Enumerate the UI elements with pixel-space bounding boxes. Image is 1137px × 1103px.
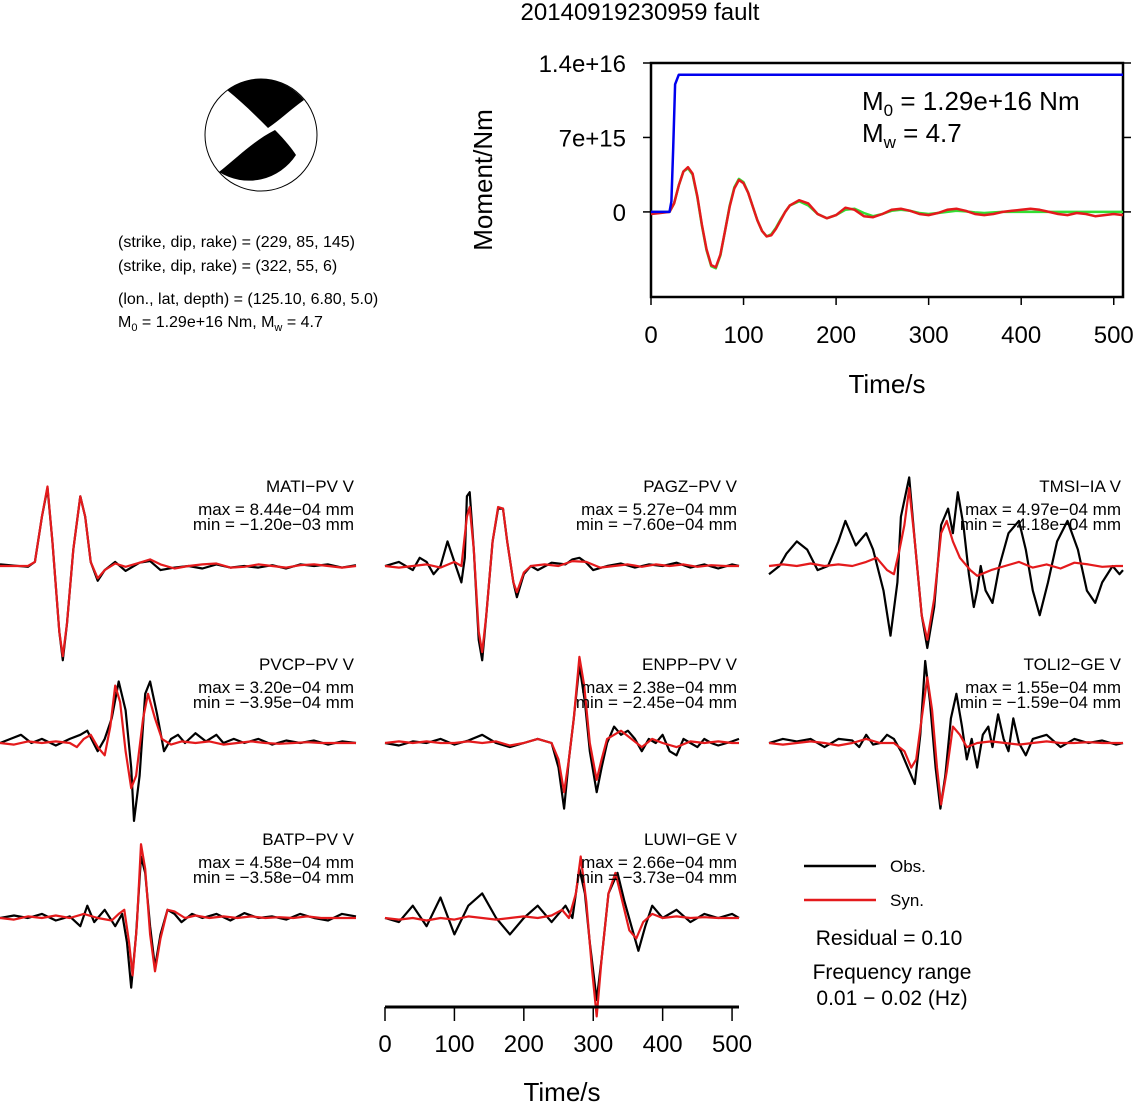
station-min: min = −1.20e−03 mm (193, 515, 354, 534)
waveform-x-tick-label: 200 (504, 1031, 544, 1058)
station-max: max = 2.38e−04 mm (581, 678, 737, 697)
waveform-time-axis: 0 100 200 300 400 500 (378, 1005, 752, 1058)
moment-m0-annotation: M0 = 1.29e+16 Nm (862, 86, 1080, 120)
figure-title: 20140919230959 fault (521, 0, 760, 26)
station-name: PAGZ−PV V (643, 477, 737, 496)
legend-syn-label: Syn. (890, 891, 924, 910)
moment-y-tick-label: 0 (613, 200, 626, 227)
residual-text: Residual = 0.10 (816, 927, 963, 950)
moment-x-tick-label: 0 (644, 322, 657, 349)
station-max: max = 2.66e−04 mm (581, 853, 737, 872)
waveform-observed-line (384, 867, 740, 1002)
station-min: min = −1.59e−04 mm (960, 693, 1121, 712)
waveform-synthetic-line (768, 487, 1123, 641)
waveform-x-tick-label: 300 (573, 1031, 613, 1058)
frequency-range-title: Frequency range (813, 961, 972, 984)
station-min: min = −3.73e−04 mm (576, 868, 737, 887)
moment-axes: 0 100 200 300 400 500 0 7e+15 1.4e+16 (539, 51, 1134, 349)
hypocenter: (lon., lat, depth) = (125.10, 6.80, 5.0) (118, 291, 378, 308)
station-min: min = −2.45e−04 mm (576, 693, 737, 712)
beachball-compression-north (227, 79, 304, 128)
nodal-plane-1: (strike, dip, rake) = (229, 85, 145) (118, 234, 355, 251)
beachball (204, 78, 318, 192)
station-min: min = −3.95e−04 mm (193, 693, 354, 712)
legend: Obs. Syn. Residual = 0.10 Frequency rang… (804, 857, 971, 1010)
moment-x-tick-label: 200 (816, 322, 856, 349)
waveform-observed-line (384, 663, 740, 810)
station-name: BATP−PV V (262, 830, 354, 849)
waveform-synthetic-line (0, 684, 356, 790)
moment-x-tick-label: 300 (909, 322, 949, 349)
station-name: ENPP−PV V (642, 655, 738, 674)
waveform-synthetic-line (384, 505, 739, 654)
moment-plot-frame (649, 61, 1125, 299)
waveform-synthetic-line (768, 676, 1123, 806)
mechanism-text: (strike, dip, rake) = (229, 85, 145) (st… (118, 234, 378, 334)
moment-x-axis-label: Time/s (848, 369, 925, 399)
waveform-x-axis-label: Time/s (523, 1077, 600, 1103)
moment-x-tick-label: 500 (1094, 322, 1134, 349)
station-max: max = 8.44e−04 mm (198, 500, 354, 519)
station-name: MATI−PV V (266, 477, 355, 496)
moment-x-tick-label: 100 (724, 322, 764, 349)
moment-y-axis-label: Moment/Nm (468, 109, 498, 251)
moment-y-tick-label: 1.4e+16 (539, 51, 626, 78)
station-min: min = −7.60e−04 mm (576, 515, 737, 534)
station-min: min = −3.58e−04 mm (193, 868, 354, 887)
waveform-x-tick-label: 100 (434, 1031, 474, 1058)
waveform-x-tick-label: 500 (712, 1031, 752, 1058)
waveform-synthetic-line (0, 485, 357, 658)
waveform-x-tick-label: 0 (378, 1031, 391, 1058)
waveform-synthetic-line (384, 655, 739, 794)
station-max: max = 4.97e−04 mm (965, 500, 1121, 519)
station-name: PVCP−PV V (259, 655, 355, 674)
moment-x-tick-label: 400 (1001, 322, 1041, 349)
station-name: LUWI−GE V (644, 830, 738, 849)
waveform-x-tick-label: 400 (643, 1031, 683, 1058)
station-max: max = 3.20e−04 mm (198, 678, 354, 697)
nodal-plane-2: (strike, dip, rake) = (322, 55, 6) (118, 258, 337, 275)
legend-obs-label: Obs. (890, 857, 926, 876)
waveform-synthetic-line (0, 843, 356, 977)
waveform-observed-line (768, 476, 1124, 650)
station-max: max = 5.27e−04 mm (581, 500, 737, 519)
station-max: max = 4.58e−04 mm (198, 853, 354, 872)
moment-series-observed-rate (650, 165, 1124, 269)
waveform-synthetic-line (384, 855, 739, 1018)
station-name: TOLI2−GE V (1024, 655, 1122, 674)
frequency-range-value: 0.01 − 0.02 (Hz) (816, 987, 967, 1010)
moment-series-cumulative (651, 73, 1123, 214)
station-min: min = −4.18e−04 mm (960, 515, 1121, 534)
beachball-compression-south (219, 130, 296, 181)
moment-y-tick-label: 7e+15 (559, 125, 626, 152)
moment-series (650, 73, 1124, 270)
moment-mw-annotation: Mw = 4.7 (862, 118, 962, 152)
station-name: TMSI−IA V (1039, 477, 1121, 496)
moment-magnitude-summary: M0 = 1.29e+16 Nm, Mw = 4.7 (118, 314, 323, 334)
station-max: max = 1.55e−04 mm (965, 678, 1121, 697)
